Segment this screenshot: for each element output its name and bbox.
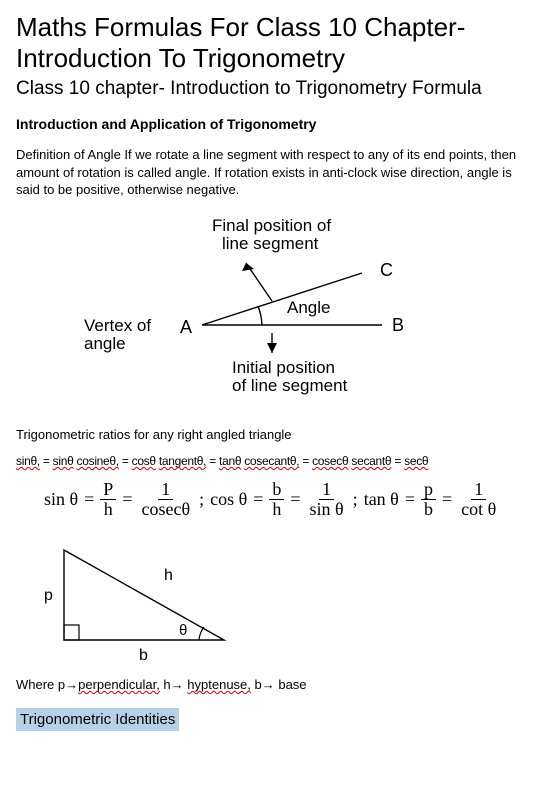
where-line: Where p→perpendicular, h→ hyptenuse, b→ … (16, 677, 528, 692)
page-title: Maths Formulas For Class 10 Chapter- Int… (16, 12, 528, 74)
short-names-line: sinθ, = sinθ cosineθ, = cosθ tangentθ, =… (16, 454, 528, 468)
label-p: p (44, 587, 53, 604)
initial-label-1: Initial position (232, 358, 335, 377)
final-pos-label-2: line segment (222, 234, 319, 253)
page-subtitle: Class 10 chapter- Introduction to Trigon… (16, 78, 528, 100)
definition-paragraph: Definition of Angle If we rotate a line … (16, 146, 528, 199)
vertex-label-2: angle (84, 334, 126, 353)
tan-lhs: tan θ (364, 489, 399, 510)
vertex-label-1: Vertex of (84, 316, 151, 335)
cos-lhs: cos θ (210, 489, 247, 510)
right-triangle-diagram: p h θ b (34, 535, 254, 665)
label-b: B (392, 315, 404, 335)
final-pos-label-1: Final position of (212, 216, 331, 235)
label-base: b (139, 647, 148, 664)
angle-diagram: Final position of line segment C Angle V… (62, 213, 482, 413)
label-h: h (164, 567, 173, 584)
label-a: A (180, 317, 192, 337)
angle-label: Angle (287, 298, 330, 317)
label-theta: θ (179, 622, 187, 639)
ratios-intro: Trigonometric ratios for any right angle… (16, 427, 528, 442)
section-heading-intro: Introduction and Application of Trigonom… (16, 116, 528, 132)
label-c: C (380, 260, 393, 280)
formula-row: sin θ= Ph = 1cosecθ ; cos θ= bh = 1sin θ… (44, 480, 528, 519)
initial-label-2: of line segment (232, 376, 348, 395)
sin-lhs: sin θ (44, 489, 78, 510)
identities-heading: Trigonometric Identities (16, 708, 179, 731)
